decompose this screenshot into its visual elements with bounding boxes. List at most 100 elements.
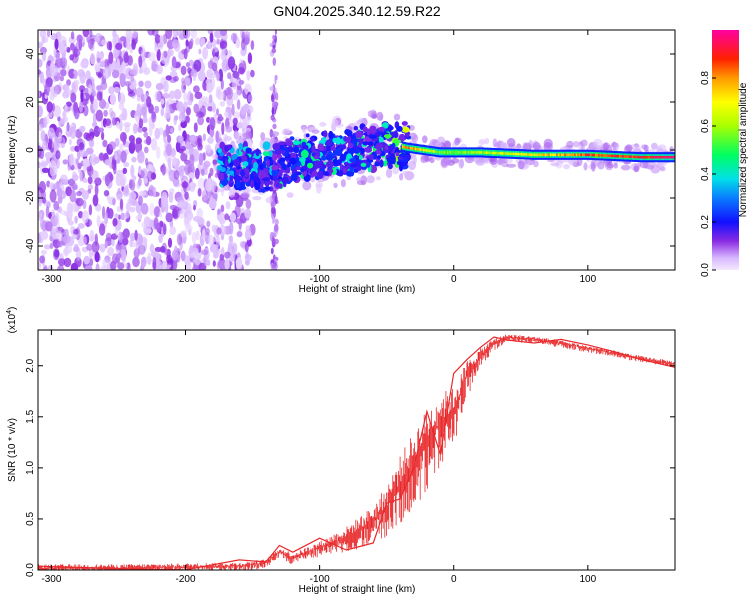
- noise-blob: [44, 151, 53, 159]
- noise-blob: [114, 224, 119, 236]
- band-core: [664, 155, 667, 159]
- noise-blob: [154, 44, 159, 52]
- noise-blob: [58, 131, 63, 143]
- noise-blob: [121, 254, 126, 264]
- ridge-halo: [497, 158, 504, 164]
- band-core: [557, 153, 561, 157]
- band-core: [570, 153, 574, 157]
- noise-blob: [73, 243, 79, 252]
- noise-blob: [141, 222, 146, 228]
- noise-blob: [55, 57, 63, 69]
- noise-blob: [57, 116, 61, 122]
- band-core: [451, 151, 455, 154]
- ridge-halo: [520, 159, 529, 165]
- noise-blob: [158, 127, 164, 136]
- noise-blob: [38, 212, 43, 220]
- noise-blob: [120, 150, 127, 163]
- band-core: [620, 155, 624, 158]
- noise-blob: [41, 161, 49, 167]
- band-core: [607, 154, 611, 157]
- band-core: [501, 152, 505, 155]
- noise-blob: [82, 158, 89, 167]
- noise-blob: [38, 105, 44, 118]
- noise-blob: [134, 110, 140, 117]
- ridge-blob: [328, 130, 334, 140]
- band-core: [546, 153, 550, 157]
- noise-blob: [104, 118, 112, 126]
- ridge-blob: [218, 172, 225, 181]
- noise-blob: [68, 154, 74, 167]
- noise-blob: [38, 69, 42, 75]
- noise-blob: [163, 80, 169, 93]
- ridge-blob: [325, 154, 333, 161]
- band-core: [425, 149, 429, 152]
- band-core: [532, 153, 535, 157]
- ridge-blob: [405, 133, 410, 138]
- ridge-halo: [355, 177, 364, 182]
- noise-blob: [131, 175, 137, 182]
- colorbar-tick-label: 0.4: [700, 167, 711, 181]
- band-core: [548, 153, 551, 157]
- noise-blob: [129, 179, 136, 191]
- noise-blob: [185, 62, 190, 68]
- noise-blob: [124, 124, 130, 133]
- band-core: [667, 155, 670, 159]
- ridge-blob: [375, 142, 383, 150]
- ridge-blob: [357, 160, 362, 168]
- noise-blob: [77, 223, 85, 229]
- noise-blob: [62, 159, 68, 165]
- band-core: [474, 151, 477, 154]
- ridge-blob: [317, 143, 325, 151]
- noise-blob: [94, 36, 100, 43]
- band-core: [633, 155, 637, 159]
- noise-blob: [38, 198, 42, 207]
- ridge-blob: [350, 163, 358, 168]
- band-core: [638, 155, 641, 159]
- noise-blob: [104, 211, 109, 224]
- band-core: [609, 154, 612, 158]
- band-core: [657, 155, 661, 159]
- noise-blob: [79, 85, 86, 93]
- noise-blob: [107, 246, 115, 257]
- noise-blob: [92, 194, 99, 207]
- noise-blob: [82, 190, 89, 200]
- noise-blob: [113, 47, 119, 60]
- ridge-blob: [281, 150, 286, 155]
- band-outer: [675, 152, 678, 162]
- noise-blob: [90, 53, 96, 65]
- noise-blob: [250, 40, 255, 51]
- noise-blob: [209, 167, 214, 177]
- noise-blob: [208, 198, 217, 210]
- ridge-halo: [651, 142, 658, 150]
- band-core: [612, 154, 616, 158]
- noise-blob: [145, 135, 152, 146]
- noise-blob: [128, 78, 137, 90]
- noise-blob: [150, 250, 157, 258]
- ridge-halo: [282, 128, 289, 136]
- band-core: [511, 152, 514, 156]
- band-core: [527, 153, 530, 156]
- noise-blob: [193, 85, 200, 93]
- noise-blob: [137, 244, 146, 255]
- ridge-blob: [262, 151, 270, 157]
- colorbar-tick-label: 0.0: [700, 263, 711, 277]
- noise-blob: [206, 144, 212, 154]
- noise-blob: [118, 231, 122, 244]
- spectrogram-axes: -300 -200 -100 0 100 40 20 0 -20 -40: [25, 30, 675, 285]
- noise-blob: [39, 218, 45, 230]
- ridge-halo: [451, 158, 460, 164]
- noise-blob: [112, 117, 116, 126]
- noise-blob: [234, 204, 241, 218]
- band-core: [648, 155, 651, 159]
- noise-blob: [156, 222, 161, 233]
- noise-blob: [98, 98, 107, 109]
- noise-blob: [236, 99, 241, 110]
- noise-blob: [95, 109, 104, 122]
- noise-blob: [158, 211, 163, 218]
- ridge-blob: [327, 168, 334, 174]
- ridge-blob: [271, 168, 279, 177]
- noise-blob: [77, 162, 82, 170]
- noise-blob: [178, 124, 182, 132]
- band-core: [562, 153, 566, 157]
